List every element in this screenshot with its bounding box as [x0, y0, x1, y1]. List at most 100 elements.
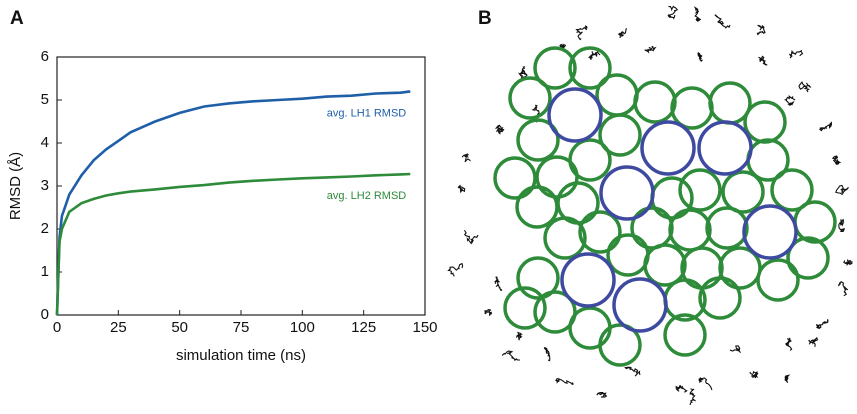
x-tick-label: 25	[110, 319, 127, 336]
protein-trace	[785, 337, 793, 351]
protein-trace	[838, 218, 846, 232]
protein-trace	[729, 345, 741, 353]
protein-trace	[693, 6, 702, 22]
protein-trace	[784, 374, 791, 383]
protein-trace	[788, 49, 804, 59]
panel-label: A	[10, 8, 24, 29]
protein-trace	[835, 184, 849, 196]
protein-trace	[461, 152, 471, 163]
lh2-ring	[793, 200, 837, 244]
lh2-ring	[543, 216, 587, 260]
lh2-ring	[606, 233, 650, 277]
lh2-ring	[598, 113, 642, 157]
lh2-ring	[516, 256, 560, 300]
x-tick-label: 150	[412, 319, 437, 336]
protein-trace	[484, 309, 493, 316]
lh2-ring	[743, 100, 787, 144]
protein-trace	[624, 366, 641, 377]
protein-trace	[784, 94, 796, 107]
protein-trace	[463, 229, 479, 245]
lh1-ring	[697, 120, 753, 176]
protein-trace	[831, 155, 842, 166]
x-tick-label: 125	[351, 319, 376, 336]
series-label: avg. LH1 RMSD	[327, 107, 407, 119]
lh2-ring	[516, 118, 560, 162]
protein-trace	[667, 5, 679, 20]
protein-trace	[457, 184, 466, 194]
y-tick-label: 2	[41, 220, 49, 237]
protein-trace	[756, 24, 766, 36]
y-tick-label: 5	[41, 91, 49, 108]
protein-trace	[798, 81, 812, 93]
diagram	[447, 5, 853, 406]
lh2-ring	[643, 243, 687, 287]
protein-trace	[697, 52, 703, 62]
series-line	[55, 172, 411, 316]
x-axis-label: simulation time (ns)	[176, 347, 306, 364]
y-tick-label: 0	[41, 306, 49, 323]
protein-trace	[447, 262, 464, 277]
series-line	[55, 90, 411, 316]
lh2-ring	[503, 286, 547, 330]
lh2-ring	[595, 73, 639, 117]
lh2-ring	[680, 246, 724, 290]
protein-trace	[596, 391, 608, 398]
protein-trace	[758, 55, 768, 66]
lh1-ring	[640, 120, 696, 176]
lh2-ring	[533, 46, 577, 90]
lh2-ring	[493, 156, 537, 200]
y-tick-label: 3	[41, 177, 49, 194]
protein-trace	[575, 25, 588, 41]
protein-trace	[494, 276, 503, 291]
protein-trace	[843, 259, 853, 266]
protein-trace	[815, 319, 829, 330]
protein-trace	[689, 388, 696, 406]
x-tick-label: 50	[171, 319, 188, 336]
protein-trace	[494, 124, 505, 135]
lh1-ring	[599, 165, 655, 221]
protein-trace	[698, 377, 713, 391]
x-tick-label: 100	[290, 319, 315, 336]
lh2-ring	[756, 258, 800, 302]
lh2-ring	[568, 46, 612, 90]
lh2-ring	[721, 170, 765, 214]
lh2-ring	[508, 76, 552, 120]
lh2-ring	[770, 168, 814, 212]
y-tick-label: 1	[41, 263, 49, 280]
lh1-ring	[612, 277, 668, 333]
lh2-ring	[668, 208, 712, 252]
lh2-ring	[678, 168, 722, 212]
y-tick-label: 4	[41, 134, 49, 151]
protein-trace	[749, 370, 759, 379]
lh2-ring	[663, 313, 707, 357]
x-tick-label: 75	[233, 319, 250, 336]
lh2-ring	[533, 290, 577, 334]
y-tick-label: 6	[41, 48, 49, 65]
lh2-ring	[633, 80, 677, 124]
protein-trace	[501, 350, 520, 361]
lh2-ring	[670, 86, 714, 130]
lh2-ring	[568, 306, 612, 350]
protein-trace	[675, 384, 688, 393]
protein-trace	[808, 336, 819, 347]
lh2-ring	[578, 210, 622, 254]
lh2-ring	[535, 155, 579, 199]
protein-trace	[515, 331, 523, 341]
lh1-ring	[547, 87, 603, 143]
lh2-ring	[630, 206, 674, 250]
y-axis-label: RMSD (Å)	[7, 152, 24, 220]
plot-frame	[56, 56, 426, 316]
protein-trace	[554, 377, 574, 386]
protein-trace	[837, 280, 849, 297]
lh2-ring	[786, 236, 830, 280]
lh2-ring	[598, 323, 642, 367]
protein-trace	[517, 66, 528, 78]
protein-trace	[819, 121, 832, 132]
protein-trace	[543, 346, 551, 362]
protein-trace	[644, 45, 657, 54]
x-tick-label: 0	[53, 319, 61, 336]
lh1-ring	[560, 252, 616, 308]
series-label: avg. LH2 RMSD	[327, 190, 407, 202]
